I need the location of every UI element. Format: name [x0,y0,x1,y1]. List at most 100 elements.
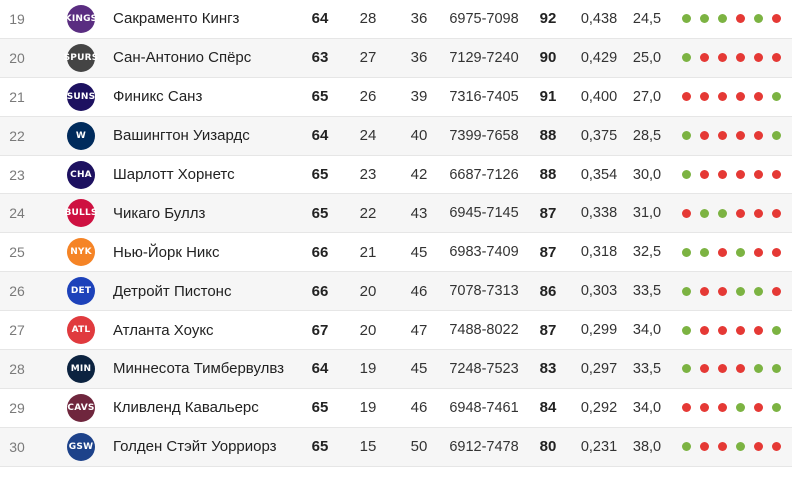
loss-dot-icon[interactable] [718,442,727,452]
loss-dot-icon[interactable] [736,14,745,24]
loss-dot-icon[interactable] [718,364,727,374]
loss-dot-icon[interactable] [718,247,727,257]
win-dot-icon[interactable] [682,53,691,63]
win-dot-icon[interactable] [682,14,691,24]
team-name-link[interactable]: Финикс Санз [113,88,203,106]
loss-dot-icon[interactable] [700,442,709,452]
loss-dot-icon[interactable] [754,208,763,218]
table-row[interactable]: 30 GSW Голден Стэйт Уорриорз 65 15 50 6912-747… [0,427,792,467]
loss-dot-icon[interactable] [700,286,709,296]
loss-dot-icon[interactable] [754,247,763,257]
win-dot-icon[interactable] [718,208,727,218]
loss-dot-icon[interactable] [736,170,745,179]
loss-dot-icon[interactable] [754,131,763,141]
team-name-link[interactable]: Сан-Антонио Спёрс [113,49,252,67]
games-behind-cell: 33,5 [632,360,662,377]
table-row[interactable]: 25 NYK Нью-Йорк Никс 66 21 45 6983-7409 87 0,318… [0,233,792,273]
loss-dot-icon[interactable] [700,170,709,179]
win-dot-icon[interactable] [682,442,691,452]
win-dot-icon[interactable] [700,208,709,218]
loss-dot-icon[interactable] [772,442,781,452]
win-dot-icon[interactable] [754,14,763,24]
win-dot-icon[interactable] [682,325,691,335]
win-dot-icon[interactable] [682,364,691,374]
loss-dot-icon[interactable] [772,14,781,24]
win-dot-icon[interactable] [772,403,781,413]
loss-dot-icon[interactable] [718,286,727,296]
team-logo-cell: GSW [64,428,98,466]
table-row[interactable]: 29 CAVS Кливленд Кавальерс 65 19 46 6948-7461 8… [0,389,792,428]
table-row[interactable]: 23 CHA Шарлотт Хорнетс 65 23 42 6687-7126 88 0,3… [0,156,792,195]
team-name-link[interactable]: Нью-Йорк Никс [113,243,220,261]
win-dot-icon[interactable] [736,403,745,413]
win-dot-icon[interactable] [754,364,763,374]
loss-dot-icon[interactable] [754,92,763,102]
win-dot-icon[interactable] [682,131,691,141]
loss-dot-icon[interactable] [754,53,763,63]
loss-dot-icon[interactable] [718,131,727,141]
loss-dot-icon[interactable] [736,53,745,63]
loss-dot-icon[interactable] [700,403,709,413]
standings-points-cell: 87 [539,243,557,261]
team-name-link[interactable]: Атланта Хоукс [113,321,214,339]
loss-dot-icon[interactable] [682,208,691,218]
table-row[interactable]: 19 KINGS Сакраменто Кингз 64 28 36 6975-7098 92… [0,0,792,39]
loss-dot-icon[interactable] [754,403,763,413]
loss-dot-icon[interactable] [700,325,709,335]
loss-dot-icon[interactable] [718,53,727,63]
loss-dot-icon[interactable] [682,92,691,102]
loss-dot-icon[interactable] [700,131,709,141]
table-row[interactable]: 28 MIN Миннесота Тимбервулвз 64 19 45 7248-752… [0,350,792,389]
win-dot-icon[interactable] [772,364,781,374]
win-dot-icon[interactable] [736,286,745,296]
loss-dot-icon[interactable] [772,53,781,63]
table-row[interactable]: 21 SUNS Финикс Санз 65 26 39 7316-7405 91 0,400 2… [0,78,792,117]
loss-dot-icon[interactable] [772,247,781,257]
table-row[interactable]: 27 ATL Атланта Хоукс 67 20 47 7488-8022 87 0,299… [0,311,792,351]
loss-dot-icon[interactable] [736,131,745,141]
loss-dot-icon[interactable] [718,403,727,413]
win-dot-icon[interactable] [682,170,691,179]
table-row[interactable]: 26 DET Детройт Пистонс 66 20 46 7078-7313 86 0,3… [0,272,792,312]
win-dot-icon[interactable] [736,247,745,257]
loss-dot-icon[interactable] [700,53,709,63]
win-dot-icon[interactable] [772,325,781,335]
loss-dot-icon[interactable] [718,325,727,335]
loss-dot-icon[interactable] [700,364,709,374]
loss-dot-icon[interactable] [772,286,781,296]
team-name-link[interactable]: Детройт Пистонс [113,282,232,300]
loss-dot-icon[interactable] [736,364,745,374]
loss-dot-icon[interactable] [700,92,709,102]
loss-dot-icon[interactable] [772,170,781,179]
loss-dot-icon[interactable] [682,403,691,413]
team-name-link[interactable]: Кливленд Кавальерс [113,399,259,417]
loss-dot-icon[interactable] [754,442,763,452]
win-dot-icon[interactable] [682,286,691,296]
loss-dot-icon[interactable] [754,170,763,179]
team-name-link[interactable]: Чикаго Буллз [113,204,206,222]
win-dot-icon[interactable] [754,286,763,296]
table-row[interactable]: 22 W Вашингтон Уизардс 64 24 40 7399-7658 88 0,3… [0,116,792,156]
win-dot-icon[interactable] [700,14,709,24]
loss-dot-icon[interactable] [754,325,763,335]
win-dot-icon[interactable] [772,131,781,141]
team-name-link[interactable]: Голден Стэйт Уорриорз [113,438,277,456]
loss-dot-icon[interactable] [718,92,727,102]
loss-dot-icon[interactable] [736,325,745,335]
team-name-link[interactable]: Шарлотт Хорнетс [113,166,235,183]
win-dot-icon[interactable] [772,92,781,102]
win-dot-icon[interactable] [736,442,745,452]
table-row[interactable]: 20 SPURS Сан-Антонио Спёрс 63 27 36 7129-7240 9… [0,38,792,78]
win-dot-icon[interactable] [700,247,709,257]
team-name-link[interactable]: Вашингтон Уизардс [113,127,250,145]
loss-dot-icon[interactable] [736,208,745,218]
loss-dot-icon[interactable] [736,92,745,102]
team-name-link[interactable]: Сакраменто Кингз [113,10,240,28]
loss-dot-icon[interactable] [718,170,727,179]
win-dot-icon[interactable] [718,14,727,24]
win-dot-icon[interactable] [682,247,691,257]
team-logo-cell: NYK [64,233,98,271]
table-row[interactable]: 24 BULLS Чикаго Буллз 65 22 43 6945-7145 87 0,33… [0,194,792,234]
team-name-link[interactable]: Миннесота Тимбервулвз [113,360,285,378]
loss-dot-icon[interactable] [772,208,781,218]
